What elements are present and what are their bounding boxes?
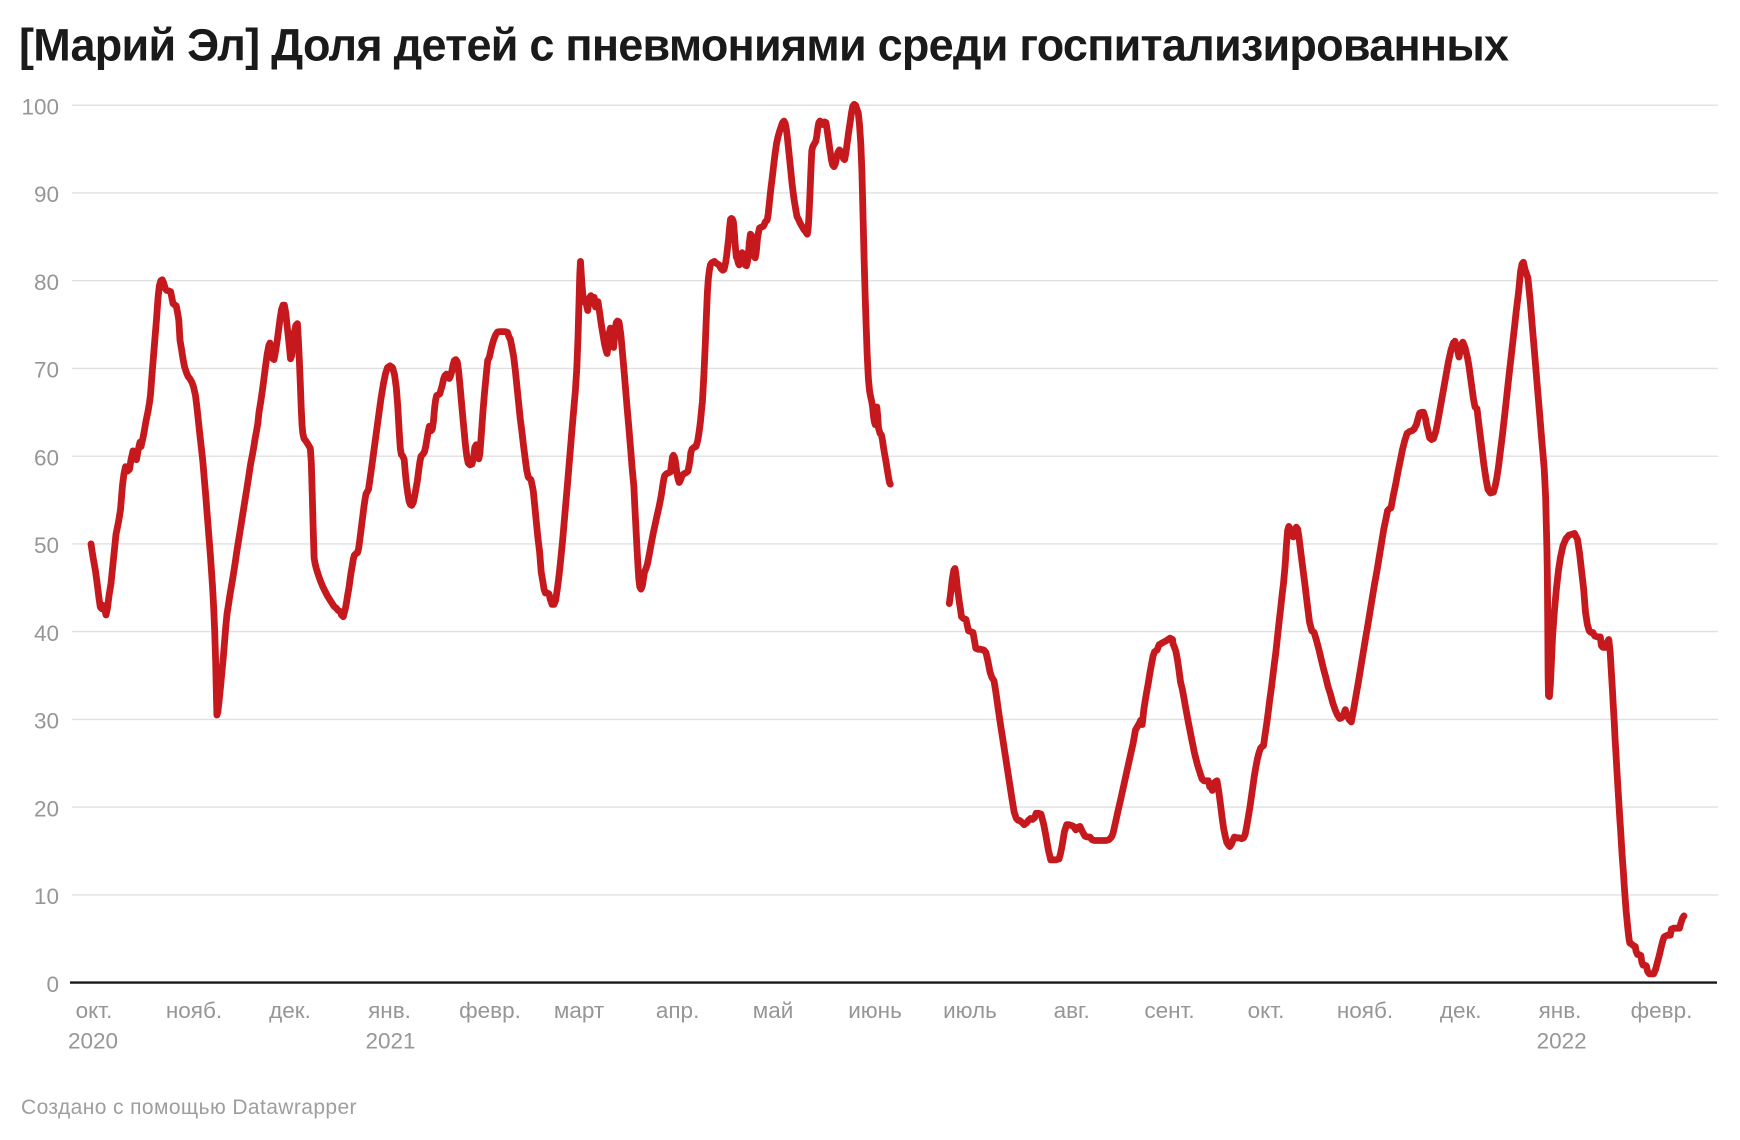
svg-text:70: 70 [34,358,59,383]
svg-text:дек.: дек. [269,998,311,1023]
svg-text:80: 80 [34,270,59,295]
svg-text:янв.: янв. [1539,998,1582,1023]
svg-text:дек.: дек. [1440,998,1482,1023]
svg-text:сент.: сент. [1144,998,1194,1023]
svg-text:апр.: апр. [656,998,699,1023]
svg-text:Создано с помощью Datawrapper: Создано с помощью Datawrapper [21,1096,357,1119]
svg-text:март: март [554,998,604,1023]
svg-text:июль: июль [943,998,997,1023]
svg-text:нояб.: нояб. [166,998,222,1023]
svg-text:2022: 2022 [1537,1029,1587,1054]
svg-text:20: 20 [34,796,59,821]
svg-text:окт.: окт. [1248,998,1285,1023]
svg-text:май: май [753,998,794,1023]
svg-text:июнь: июнь [848,998,902,1023]
svg-text:нояб.: нояб. [1337,998,1393,1023]
svg-text:янв.: янв. [368,998,411,1023]
svg-text:2021: 2021 [365,1029,415,1054]
svg-text:[Марий Эл] Доля детей с пневмо: [Марий Эл] Доля детей с пневмониями сред… [19,20,1509,71]
svg-text:90: 90 [34,182,59,207]
svg-text:февр.: февр. [459,998,521,1023]
svg-text:50: 50 [34,533,59,558]
svg-text:60: 60 [34,446,59,471]
svg-text:30: 30 [34,709,59,734]
svg-text:0: 0 [46,972,59,997]
svg-text:авг.: авг. [1054,998,1090,1023]
svg-text:40: 40 [34,621,59,646]
svg-text:окт.: окт. [76,998,113,1023]
svg-text:февр.: февр. [1631,998,1693,1023]
svg-text:100: 100 [21,95,59,120]
svg-text:10: 10 [34,884,59,909]
svg-text:2020: 2020 [68,1029,118,1054]
